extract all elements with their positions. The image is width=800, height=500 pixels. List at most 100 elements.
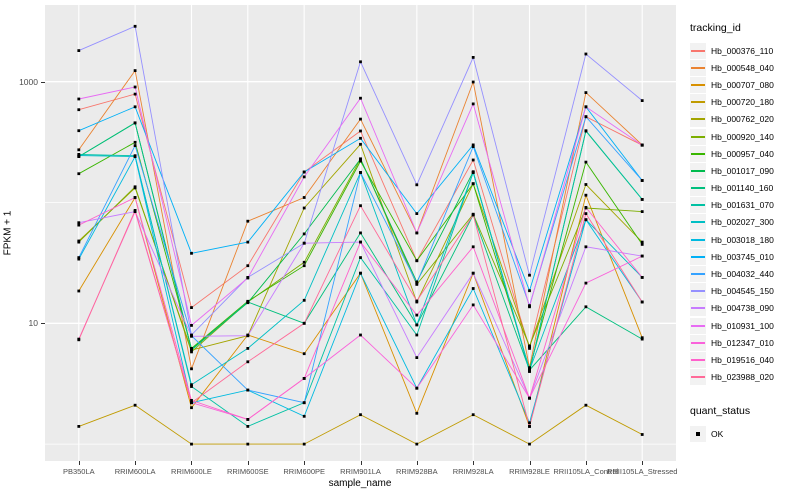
data-point (584, 193, 588, 197)
x-tick-mark (191, 461, 193, 465)
data-point (415, 183, 419, 187)
data-point (246, 442, 250, 446)
data-point (584, 52, 588, 56)
data-point (640, 243, 644, 246)
data-point (359, 60, 362, 64)
data-point (415, 231, 419, 235)
legend-item-label: Hb_001017_090 (711, 165, 774, 176)
data-point (528, 425, 531, 428)
quant-status-ok-key (690, 425, 706, 442)
data-point (302, 175, 306, 179)
data-point (359, 240, 362, 244)
data-point (133, 85, 137, 89)
data-point (133, 155, 137, 158)
data-point (640, 210, 644, 213)
legend-color-key (690, 266, 706, 283)
data-point (77, 129, 81, 133)
legend-item-Hb_012347_010: Hb_012347_010 (690, 334, 800, 351)
legend-color-key (690, 369, 706, 386)
data-point (640, 337, 644, 341)
legend-line-swatch (691, 83, 705, 86)
legend-line-swatch (691, 324, 705, 327)
data-point (359, 129, 362, 133)
data-point (584, 91, 588, 94)
data-point (302, 232, 306, 236)
data-point (246, 425, 250, 428)
data-point (246, 219, 250, 223)
data-point (77, 172, 81, 176)
legend-item-label: Hb_000707_080 (711, 79, 774, 90)
legend-item-label: Hb_002027_300 (711, 217, 774, 228)
data-point (584, 129, 588, 133)
data-point (190, 367, 193, 371)
data-point (359, 231, 362, 235)
legend-line-swatch (691, 135, 705, 138)
data-point (246, 300, 250, 304)
legend-color-key (690, 231, 706, 248)
data-point (133, 403, 137, 407)
x-tick-mark (473, 461, 475, 465)
legend-item-label: Hb_003018_180 (711, 234, 774, 245)
y-tick-mark (41, 81, 45, 83)
data-point (471, 102, 475, 106)
legend-line-swatch (691, 238, 705, 241)
data-point (584, 105, 588, 109)
data-point (302, 442, 306, 446)
legend-color-key (690, 317, 706, 334)
data-point (302, 352, 306, 356)
legend-item-Hb_000920_140: Hb_000920_140 (690, 128, 800, 145)
legend-color-key (690, 42, 706, 59)
data-point (190, 350, 193, 354)
data-point (471, 56, 475, 59)
data-point (415, 313, 419, 317)
data-point (302, 241, 306, 245)
data-point (190, 251, 193, 255)
data-point (77, 289, 81, 293)
data-point (77, 256, 81, 259)
data-point (77, 257, 81, 261)
data-point (246, 388, 250, 392)
data-point (359, 136, 362, 140)
legend-item-Hb_023988_020: Hb_023988_020 (690, 369, 800, 386)
legend-item-Hb_004032_440: Hb_004032_440 (690, 265, 800, 283)
data-point (471, 271, 475, 275)
legend-item-Hb_001631_070: Hb_001631_070 (690, 197, 800, 214)
data-point (640, 99, 644, 102)
data-point (359, 159, 362, 163)
x-tick-mark (585, 461, 587, 465)
legend-color-key (690, 76, 706, 93)
legend-line-swatch (691, 169, 705, 172)
data-point (528, 289, 531, 293)
x-tick-mark (247, 461, 249, 465)
data-point (359, 204, 362, 208)
data-point (640, 336, 644, 340)
legend-item-Hb_001017_090: Hb_001017_090 (690, 162, 800, 179)
data-point (302, 298, 306, 302)
data-point (528, 368, 531, 372)
data-point (471, 413, 475, 417)
legend-item-ok: OK (690, 425, 800, 442)
data-point (77, 148, 81, 152)
data-point (415, 323, 419, 327)
x-tick-label-RRIM600LA: RRIM600LA (114, 467, 156, 476)
data-point (584, 281, 588, 285)
data-point (415, 259, 419, 263)
data-point (302, 264, 306, 268)
x-tick-mark (78, 461, 80, 465)
data-point (190, 385, 193, 388)
x-axis-title: sample_name (328, 478, 392, 489)
data-point (584, 305, 588, 309)
data-point (190, 306, 193, 309)
legend-item-Hb_000957_040: Hb_000957_040 (690, 145, 800, 162)
data-point (415, 299, 419, 303)
x-tick-mark (529, 461, 531, 465)
legend-item-Hb_000376_110: Hb_000376_110 (690, 42, 800, 59)
legend-item-Hb_000720_180: Hb_000720_180 (690, 94, 800, 111)
data-point (640, 276, 644, 279)
data-point (359, 142, 362, 146)
data-point (133, 105, 137, 109)
data-point (302, 377, 306, 380)
legend-item-label: OK (711, 428, 724, 439)
data-point (640, 254, 644, 258)
data-point (190, 401, 193, 405)
